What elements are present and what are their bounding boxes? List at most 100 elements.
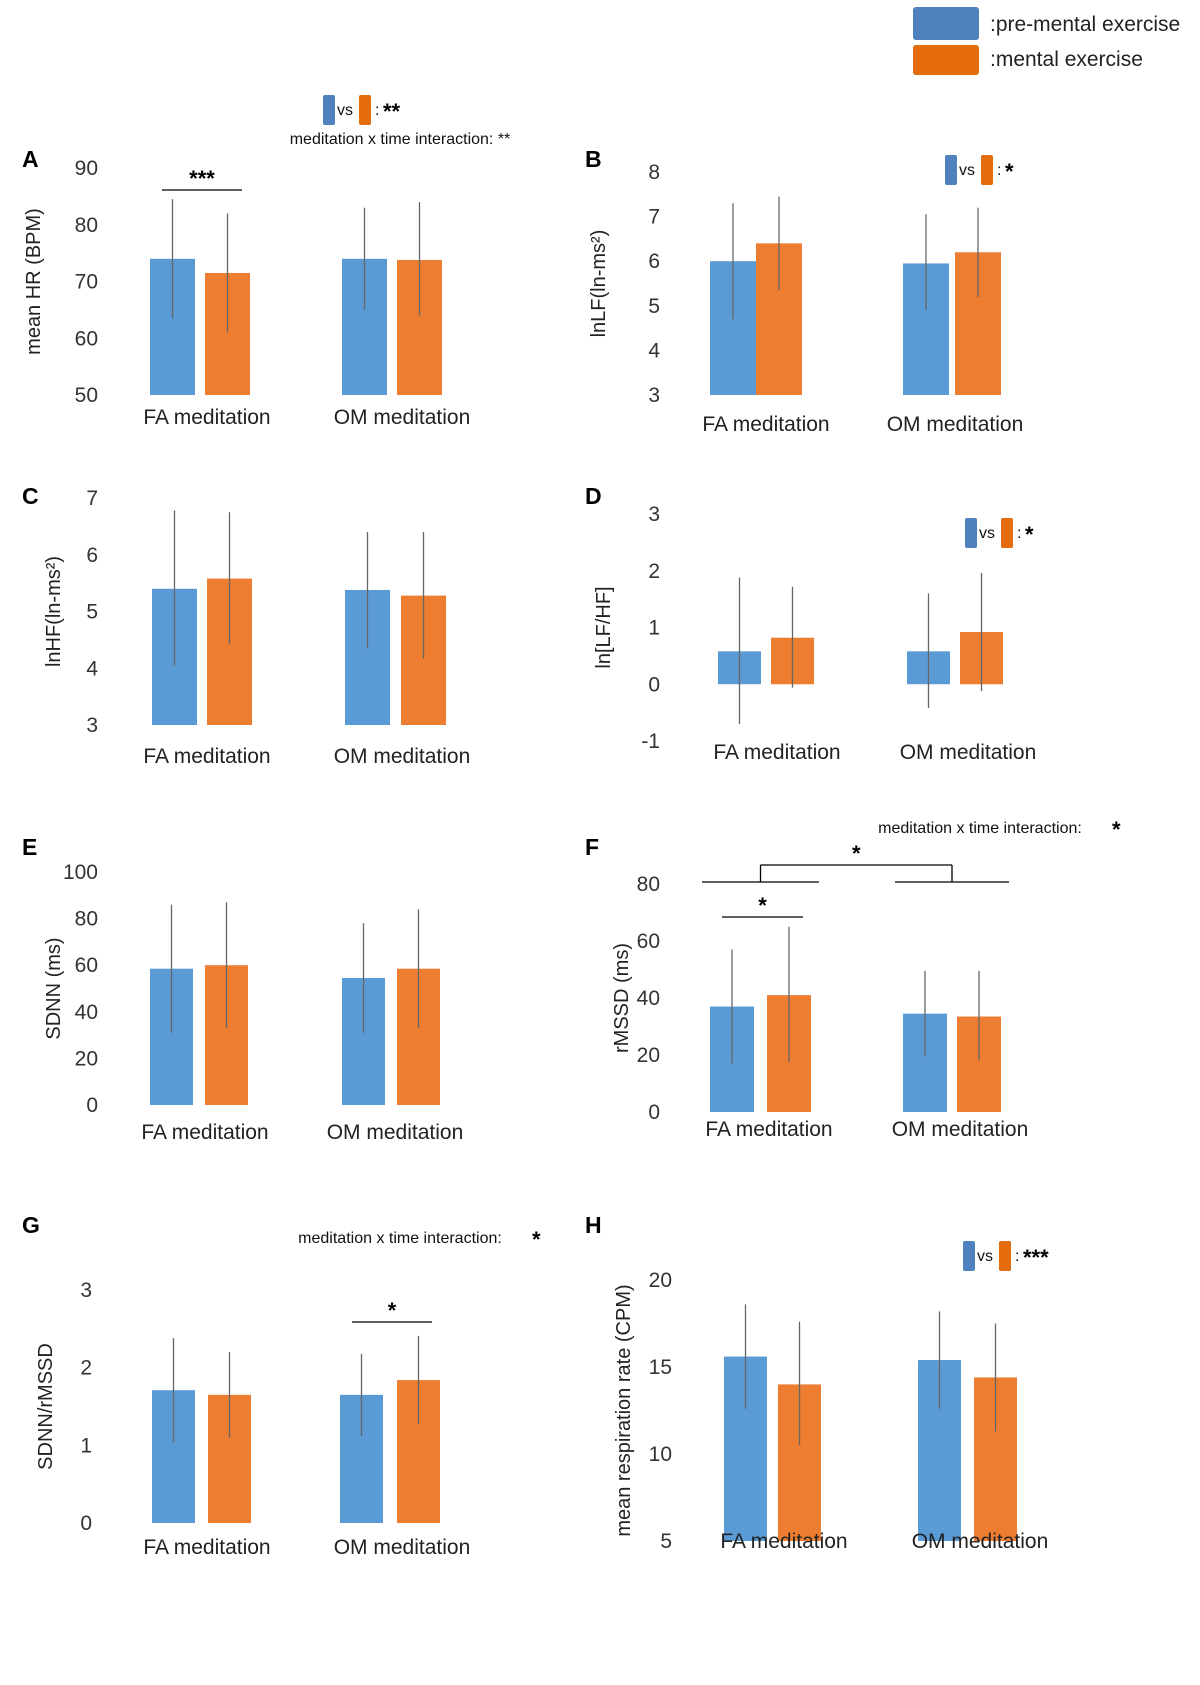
y-tick-label: 3: [86, 714, 98, 737]
y-tick-label: 60: [75, 327, 98, 350]
y-tick-label: 2: [80, 1357, 92, 1380]
panel-c: C 7 6 5 4 3 lnHF(ln-ms²) FA meditation OM medita…: [22, 483, 470, 768]
main-effect-pre-swatch: [945, 155, 957, 185]
y-axis-label: SDNN (ms): [43, 937, 65, 1039]
category-label: OM meditation: [892, 1118, 1029, 1141]
y-axis-label: SDNN/rMSSD: [35, 1343, 57, 1470]
main-effect-post-swatch: [1001, 518, 1013, 548]
panel-label-b: B: [585, 146, 602, 172]
category-label: OM meditation: [327, 1121, 464, 1144]
y-tick-label: 4: [648, 339, 660, 362]
main-effect-colon: :: [375, 102, 379, 119]
y-tick-label: 2: [648, 560, 660, 583]
y-tick-label: 3: [80, 1279, 92, 1302]
main-effect-colon: :: [1015, 1248, 1019, 1265]
y-axis-label: ln[LF/HF]: [593, 586, 615, 668]
main-effect-colon: :: [1017, 525, 1021, 542]
y-tick-label: 1: [648, 617, 660, 640]
panel-label-c: C: [22, 483, 39, 509]
legend: :pre-mental exercise :mental exercise: [913, 7, 1180, 75]
main-effect-pre-swatch: [965, 518, 977, 548]
category-label: FA meditation: [143, 745, 270, 768]
pair-significance-stars: *: [388, 1298, 397, 1323]
y-tick-label: 90: [75, 157, 98, 180]
interaction-text: meditation x time interaction:: [878, 820, 1082, 837]
y-tick-label: 4: [86, 657, 98, 680]
y-axis-label: mean HR (BPM): [23, 208, 45, 355]
main-effect-vs: vs: [959, 162, 975, 179]
y-tick-label: 8: [648, 161, 660, 184]
y-tick-label: 0: [80, 1512, 92, 1535]
category-label: OM meditation: [887, 413, 1024, 436]
y-axis-label: rMSSD (ms): [611, 943, 633, 1053]
y-tick-label: 50: [75, 384, 98, 407]
main-effect-post-swatch: [999, 1241, 1011, 1271]
interaction-text: meditation x time interaction: **: [290, 131, 511, 148]
main-effect-stars: ***: [1023, 1245, 1049, 1270]
pair-significance-stars: ***: [189, 166, 215, 191]
legend-swatch-post: [913, 45, 979, 75]
category-label: OM meditation: [334, 406, 471, 429]
y-tick-label: 0: [648, 673, 660, 696]
y-tick-label: 60: [75, 954, 98, 977]
category-label: FA meditation: [713, 741, 840, 764]
y-tick-label: 70: [75, 271, 98, 294]
main-effect-stars: *: [1025, 522, 1034, 547]
y-tick-label: -1: [641, 730, 660, 753]
main-effect-vs: vs: [977, 1248, 993, 1265]
y-tick-label: 3: [648, 384, 660, 407]
category-label: FA meditation: [143, 406, 270, 429]
interaction-text: meditation x time interaction:: [298, 1230, 502, 1247]
main-effect-stars: **: [383, 99, 401, 124]
y-tick-label: 1: [80, 1434, 92, 1457]
y-tick-label: 80: [75, 214, 98, 237]
category-label: FA meditation: [720, 1530, 847, 1553]
category-label: FA meditation: [141, 1121, 268, 1144]
panel-b: B 8 7 6 5 4 3 lnLF(ln-ms²) FA meditation OM medit…: [585, 146, 1023, 436]
pair-significance-stars: *: [758, 893, 767, 918]
panel-e: E 100 80 60 40 20 0 SDNN (ms) FA meditation OM me…: [22, 834, 463, 1144]
y-tick-label: 20: [649, 1269, 672, 1292]
category-label: OM meditation: [912, 1530, 1049, 1553]
category-label: FA meditation: [143, 1536, 270, 1559]
main-effect-post-swatch: [981, 155, 993, 185]
y-axis-label: lnHF(ln-ms²): [43, 556, 65, 667]
panel-g: G 3 2 1 0 SDNN/rMSSD FA meditation OM meditatio…: [22, 1212, 541, 1559]
panel-label-d: D: [585, 483, 602, 509]
main-effect-vs: vs: [979, 525, 995, 542]
y-axis-label: lnLF(ln-ms²): [588, 230, 610, 338]
y-tick-label: 5: [648, 295, 660, 318]
y-tick-label: 80: [75, 908, 98, 931]
category-label: OM meditation: [334, 745, 471, 768]
panel-label-e: E: [22, 834, 37, 860]
y-tick-label: 0: [86, 1094, 98, 1117]
category-label: OM meditation: [900, 741, 1037, 764]
panel-h: H 20 15 10 5 mean respiration rate (CPM) FA me…: [585, 1212, 1049, 1553]
legend-label-pre: :pre-mental exercise: [990, 13, 1180, 36]
category-label: OM meditation: [334, 1536, 471, 1559]
y-tick-label: 15: [649, 1356, 672, 1379]
legend-label-post: :mental exercise: [990, 48, 1143, 71]
y-tick-label: 6: [648, 250, 660, 273]
category-label: FA meditation: [705, 1118, 832, 1141]
y-tick-label: 20: [637, 1044, 660, 1067]
main-effect-pre-swatch: [323, 95, 335, 125]
panel-a: A 90 80 70 60 50 mean HR (BPM) FA meditation OM …: [22, 95, 510, 429]
y-tick-label: 5: [86, 601, 98, 624]
main-effect-post-swatch: [359, 95, 371, 125]
interaction-star: *: [1112, 817, 1121, 842]
y-axis-label: mean respiration rate (CPM): [613, 1284, 635, 1536]
y-tick-label: 7: [86, 487, 98, 510]
y-tick-label: 100: [63, 861, 98, 884]
y-tick-label: 3: [648, 503, 660, 526]
panel-d: D 3 2 1 0 -1 ln[LF/HF] FA meditation OM meditati…: [585, 483, 1036, 764]
legend-swatch-pre: [913, 7, 979, 40]
y-tick-label: 20: [75, 1047, 98, 1070]
main-effect-vs: vs: [337, 102, 353, 119]
y-tick-label: 0: [648, 1101, 660, 1124]
y-tick-label: 5: [660, 1530, 672, 1553]
main-effect-stars: *: [1005, 159, 1014, 184]
panel-label-a: A: [22, 146, 39, 172]
y-tick-label: 6: [86, 544, 98, 567]
